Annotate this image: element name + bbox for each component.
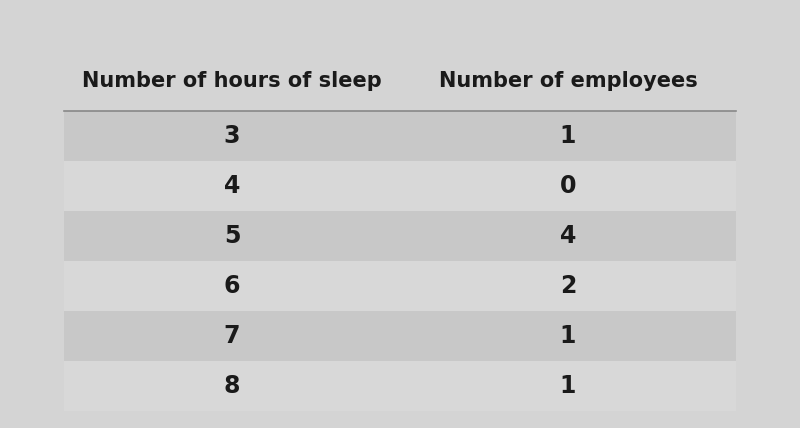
FancyBboxPatch shape — [64, 261, 736, 311]
Text: 1: 1 — [560, 124, 576, 148]
Text: 0: 0 — [560, 174, 576, 198]
FancyBboxPatch shape — [64, 361, 736, 411]
Text: 1: 1 — [560, 374, 576, 398]
Text: 6: 6 — [224, 274, 240, 298]
Text: 8: 8 — [224, 374, 240, 398]
FancyBboxPatch shape — [64, 311, 736, 361]
FancyBboxPatch shape — [64, 111, 736, 161]
Text: 4: 4 — [224, 174, 240, 198]
Text: 2: 2 — [560, 274, 576, 298]
Text: 1: 1 — [560, 324, 576, 348]
Text: 3: 3 — [224, 124, 240, 148]
Text: 7: 7 — [224, 324, 240, 348]
FancyBboxPatch shape — [64, 161, 736, 211]
FancyBboxPatch shape — [64, 211, 736, 261]
Text: 4: 4 — [560, 224, 576, 248]
Text: Number of employees: Number of employees — [438, 71, 698, 91]
Text: Number of hours of sleep: Number of hours of sleep — [82, 71, 382, 91]
Text: 5: 5 — [224, 224, 240, 248]
